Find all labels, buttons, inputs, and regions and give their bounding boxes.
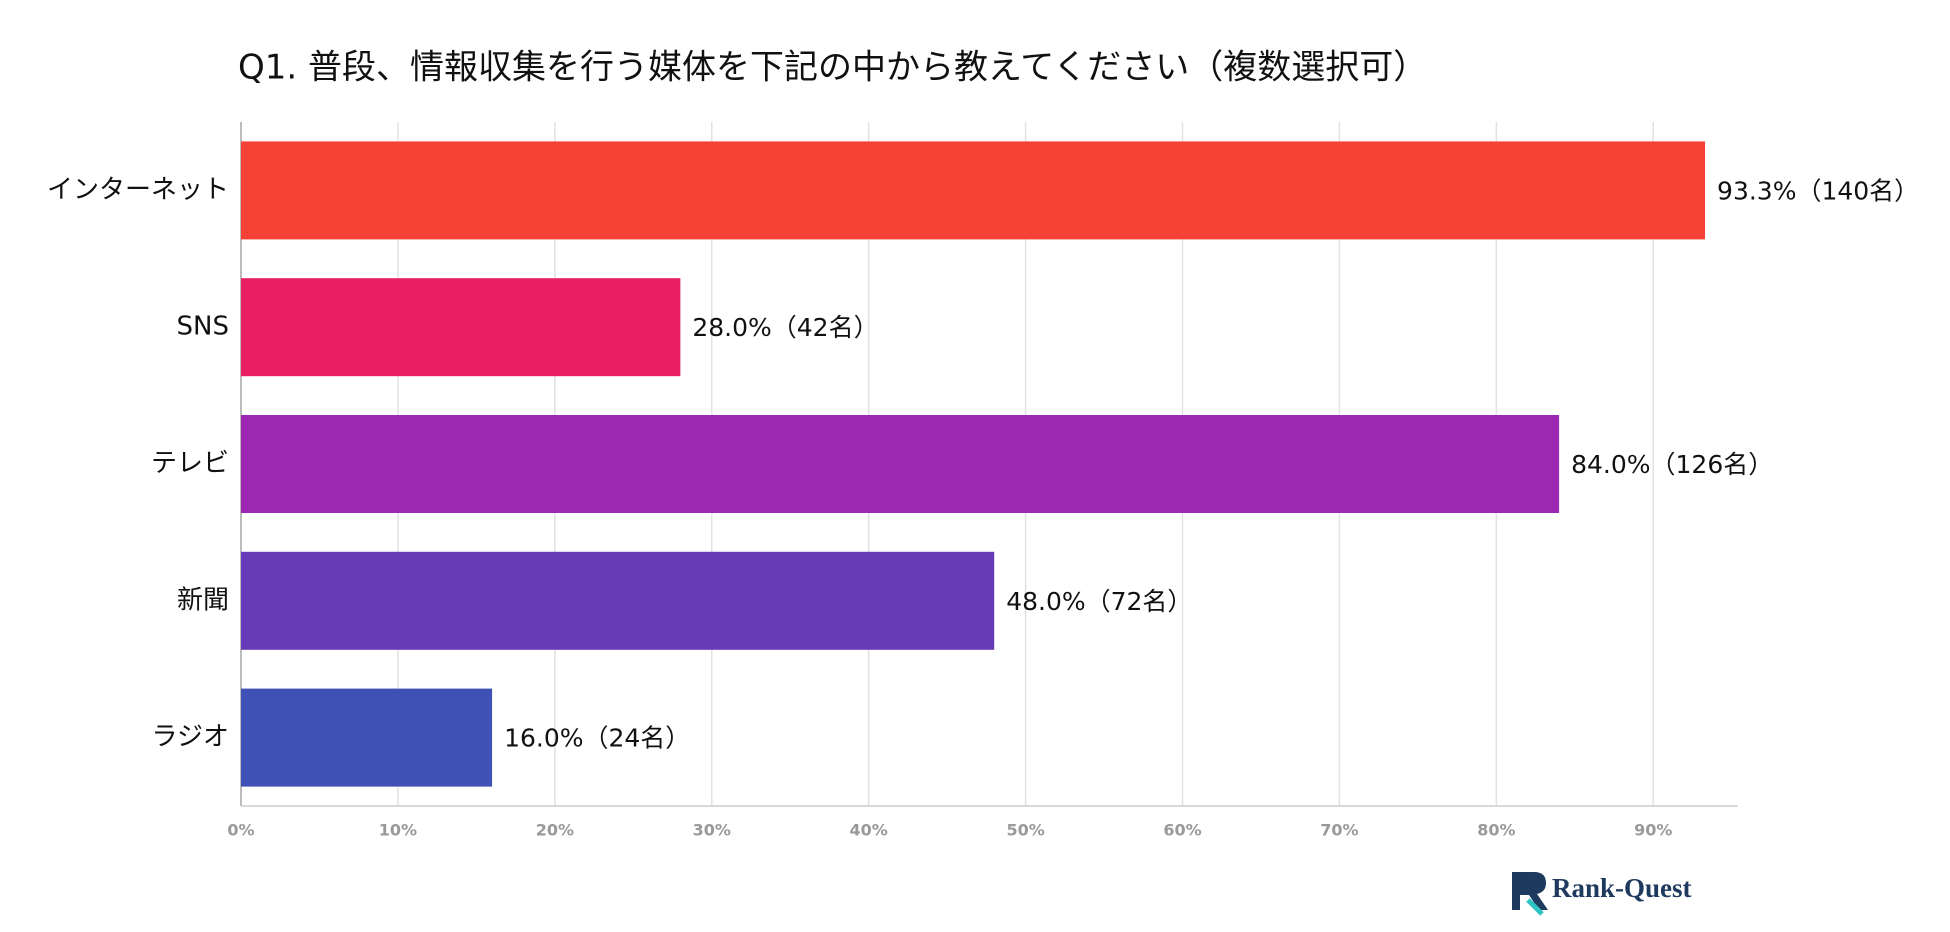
logo-accent <box>1526 898 1544 916</box>
value-label: 16.0%（24名） <box>504 724 690 753</box>
value-label: 93.3%（140名） <box>1717 176 1919 205</box>
value-label: 84.0%（126名） <box>1571 450 1773 479</box>
bar <box>241 688 493 787</box>
y-tick-label: インターネット <box>47 175 229 205</box>
y-tick-label: テレビ <box>151 449 229 479</box>
x-tick-label: 50% <box>1006 821 1044 840</box>
brand-logo: Rank-Quest <box>1512 872 1692 916</box>
bar <box>241 551 995 650</box>
bar <box>241 278 681 377</box>
y-tick-label: 新聞 <box>177 585 229 615</box>
value-label: 28.0%（42名） <box>692 313 878 342</box>
x-tick-label: 40% <box>850 821 888 840</box>
value-label: 48.0%（72名） <box>1006 587 1192 616</box>
x-tick-label: 90% <box>1634 821 1672 840</box>
brand-name: Rank-Quest <box>1552 873 1692 903</box>
chart-title: Q1. 普段、情報収集を行う媒体を下記の中から教えてください（複数選択可） <box>238 48 1427 88</box>
x-tick-label: 20% <box>536 821 574 840</box>
y-tick-label: SNS <box>177 312 229 342</box>
logo-icon <box>1512 872 1548 910</box>
x-tick-label: 80% <box>1477 821 1515 840</box>
bar <box>241 415 1560 513</box>
x-tick-label: 70% <box>1320 821 1358 840</box>
bar <box>241 141 1706 240</box>
x-tick-label: 0% <box>227 821 254 840</box>
x-tick-label: 30% <box>693 821 731 840</box>
x-tick-label: 10% <box>379 821 417 840</box>
x-tick-label: 60% <box>1163 821 1201 840</box>
y-tick-label: ラジオ <box>152 722 229 752</box>
